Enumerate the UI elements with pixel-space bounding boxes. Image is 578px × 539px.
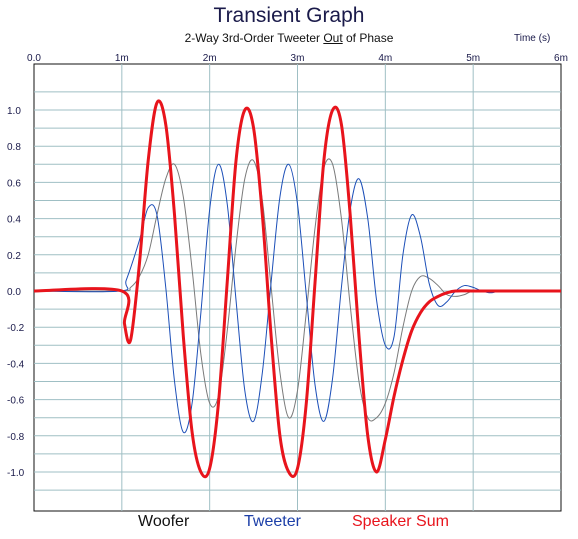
y-tick-label: 0.2: [7, 251, 21, 262]
y-tick-label: 0.8: [7, 142, 21, 153]
series-lines: [33, 99, 561, 479]
x-tick-label: 2m: [203, 53, 217, 64]
subtitle-part-1: 2-Way 3rd-Order Tweeter: [184, 31, 324, 45]
y-tick-label: 0.4: [7, 215, 21, 226]
y-tick-label: 0.0: [7, 287, 21, 298]
x-tick-label: 6m: [554, 53, 568, 64]
y-tick-labels: 1.0 0.8 0.6 0.4 0.2 0.0 -0.2 -0.4 -0.6 -0.8 -1.0: [7, 106, 25, 479]
y-tick-label: -0.6: [7, 396, 25, 407]
y-tick-label: -0.4: [7, 359, 25, 370]
subtitle-part-out: Out: [323, 31, 343, 45]
x-tick-label: 4m: [378, 53, 392, 64]
legend-speaker-sum: Speaker Sum: [352, 513, 449, 530]
x-tick-label: 3m: [291, 53, 305, 64]
chart-title: Transient Graph: [213, 4, 365, 27]
legend-tweeter: Tweeter: [244, 513, 301, 530]
y-tick-label: 0.6: [7, 178, 21, 189]
series-line-tweeter: [33, 163, 561, 434]
x-axis-label: Time (s): [514, 33, 551, 44]
y-tick-label: -0.2: [7, 323, 25, 334]
series-line-woofer: [33, 158, 561, 422]
series-line-speaker-sum: [33, 99, 561, 479]
legend-woofer: Woofer: [138, 513, 190, 530]
chart-subtitle: 2-Way 3rd-Order Tweeter Out of Phase: [0, 31, 578, 45]
y-tick-label: -0.8: [7, 432, 25, 443]
y-tick-label: -1.0: [7, 468, 25, 479]
x-tick-labels: 0.0 1m 2m 3m 4m 5m 6m: [27, 53, 568, 64]
subtitle-part-3: of Phase: [342, 31, 394, 45]
x-tick-label: 0.0: [27, 53, 41, 64]
x-tick-label: 1m: [115, 53, 129, 64]
y-tick-label: 1.0: [7, 106, 21, 117]
x-tick-label: 5m: [466, 53, 480, 64]
